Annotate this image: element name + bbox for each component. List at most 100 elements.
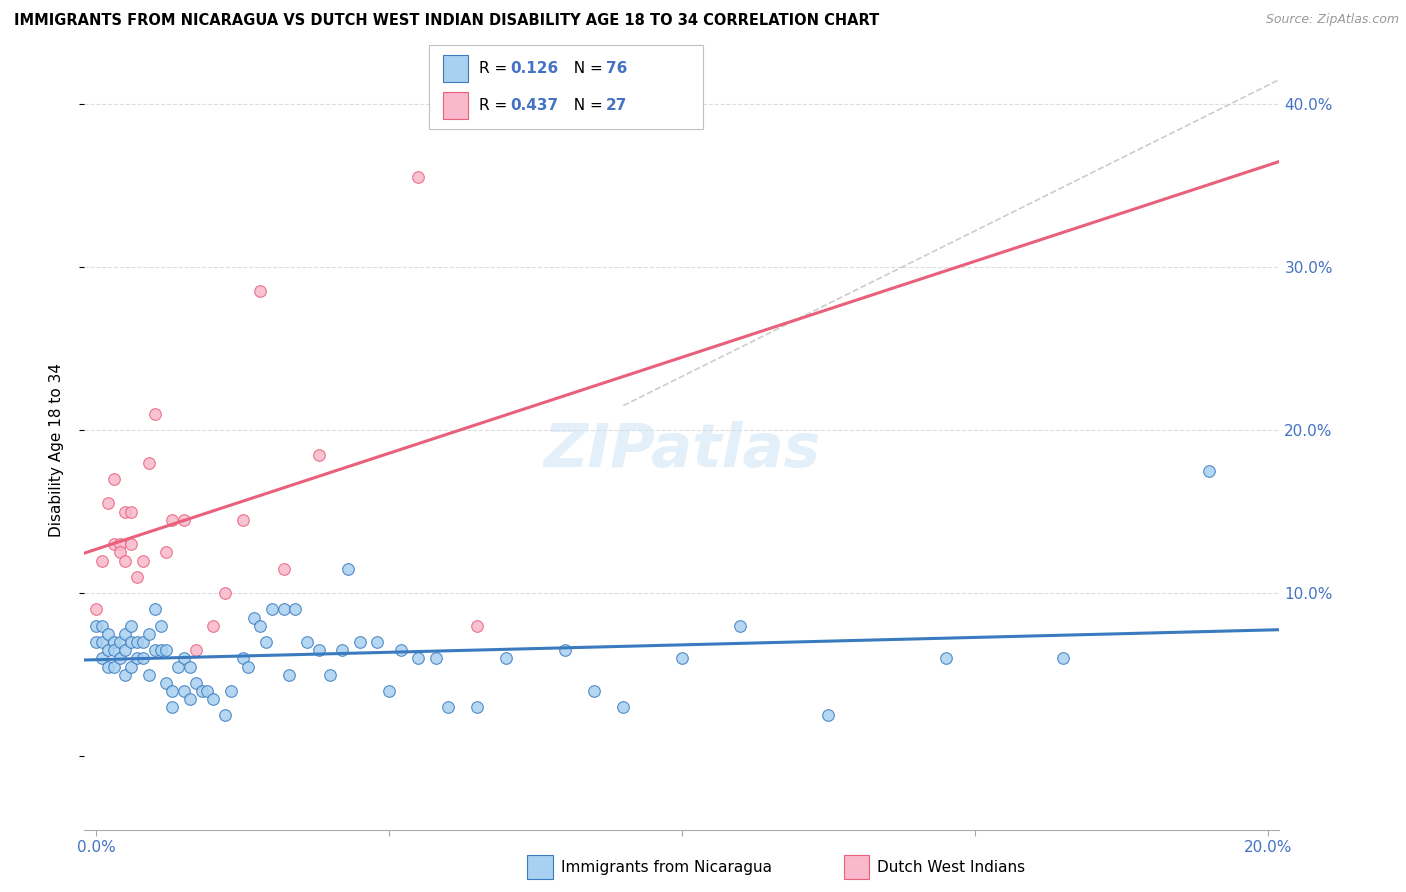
- Text: 27: 27: [606, 98, 627, 113]
- Point: [97, 643, 120, 657]
- Point: [319, 667, 342, 681]
- Text: 76: 76: [606, 61, 627, 76]
- Point: [167, 659, 190, 673]
- Point: [155, 643, 177, 657]
- Point: [173, 513, 195, 527]
- Y-axis label: Disability Age 18 to 34: Disability Age 18 to 34: [49, 363, 63, 538]
- Point: [389, 643, 412, 657]
- Point: [1052, 651, 1074, 665]
- Point: [114, 553, 136, 567]
- Point: [817, 708, 839, 723]
- Point: [127, 651, 149, 665]
- Text: Immigrants from Nicaragua: Immigrants from Nicaragua: [561, 860, 772, 874]
- Point: [103, 659, 125, 673]
- Point: [179, 692, 201, 706]
- Point: [238, 659, 260, 673]
- Point: [114, 627, 136, 641]
- Point: [120, 505, 142, 519]
- Point: [278, 667, 301, 681]
- Point: [231, 513, 254, 527]
- Text: ZIPatlas: ZIPatlas: [543, 421, 821, 480]
- Point: [127, 635, 149, 649]
- Point: [184, 675, 207, 690]
- Point: [295, 635, 318, 649]
- Point: [179, 659, 201, 673]
- Point: [103, 537, 125, 551]
- Point: [103, 643, 125, 657]
- Point: [149, 619, 172, 633]
- Text: N =: N =: [564, 98, 607, 113]
- Point: [243, 610, 266, 624]
- Point: [149, 643, 172, 657]
- Point: [162, 513, 183, 527]
- Point: [90, 651, 114, 665]
- Text: R =: R =: [479, 98, 513, 113]
- Point: [273, 602, 295, 616]
- Point: [108, 651, 131, 665]
- Point: [730, 619, 752, 633]
- Point: [114, 505, 136, 519]
- Point: [554, 643, 576, 657]
- Point: [254, 635, 277, 649]
- Point: [97, 659, 120, 673]
- Point: [84, 602, 107, 616]
- Text: IMMIGRANTS FROM NICARAGUA VS DUTCH WEST INDIAN DISABILITY AGE 18 TO 34 CORRELATI: IMMIGRANTS FROM NICARAGUA VS DUTCH WEST …: [14, 13, 879, 29]
- Point: [337, 562, 360, 576]
- Point: [138, 667, 160, 681]
- Point: [330, 643, 353, 657]
- Point: [103, 635, 125, 649]
- Point: [138, 456, 160, 470]
- Text: 0.126: 0.126: [510, 61, 558, 76]
- Point: [425, 651, 447, 665]
- Point: [378, 684, 401, 698]
- Point: [120, 537, 142, 551]
- Text: Source: ZipAtlas.com: Source: ZipAtlas.com: [1265, 13, 1399, 27]
- Point: [408, 170, 430, 185]
- Point: [173, 684, 195, 698]
- Point: [190, 684, 212, 698]
- Point: [84, 635, 107, 649]
- Point: [114, 667, 136, 681]
- Point: [127, 570, 149, 584]
- Point: [612, 700, 634, 714]
- Point: [132, 651, 155, 665]
- Point: [249, 619, 271, 633]
- Point: [90, 553, 114, 567]
- Point: [143, 602, 166, 616]
- Point: [143, 407, 166, 421]
- Point: [155, 675, 177, 690]
- Point: [308, 448, 330, 462]
- Text: N =: N =: [564, 61, 607, 76]
- Point: [184, 643, 207, 657]
- Point: [97, 496, 120, 510]
- Point: [1198, 464, 1220, 478]
- Point: [108, 545, 131, 559]
- Text: Dutch West Indians: Dutch West Indians: [877, 860, 1025, 874]
- Point: [284, 602, 307, 616]
- Point: [465, 619, 488, 633]
- Point: [408, 651, 430, 665]
- Point: [219, 684, 242, 698]
- Point: [349, 635, 371, 649]
- Point: [214, 708, 236, 723]
- Point: [155, 545, 177, 559]
- Point: [465, 700, 488, 714]
- Point: [273, 562, 295, 576]
- Point: [120, 635, 142, 649]
- Point: [162, 700, 183, 714]
- Point: [249, 285, 271, 299]
- Point: [97, 627, 120, 641]
- Point: [90, 635, 114, 649]
- Point: [138, 627, 160, 641]
- Point: [935, 651, 957, 665]
- Text: 0.437: 0.437: [510, 98, 558, 113]
- Point: [214, 586, 236, 600]
- Point: [260, 602, 283, 616]
- Point: [103, 472, 125, 486]
- Point: [436, 700, 458, 714]
- Point: [132, 553, 155, 567]
- Point: [308, 643, 330, 657]
- Point: [202, 692, 225, 706]
- Point: [173, 651, 195, 665]
- Point: [120, 619, 142, 633]
